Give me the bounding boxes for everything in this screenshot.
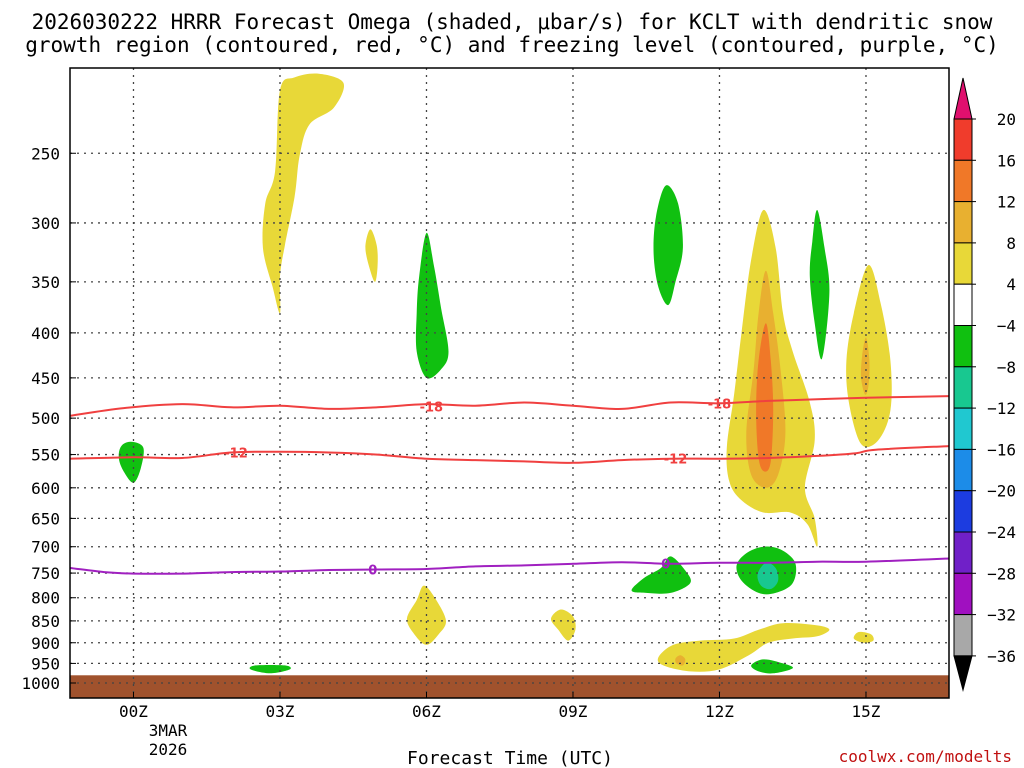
plot-frame [69, 67, 950, 699]
omega-upper-plume [262, 73, 345, 314]
omega-shading-layer [70, 73, 949, 698]
y-tick-label: 300 [31, 214, 60, 233]
omega-core-12to16 [756, 323, 774, 472]
y-tick-label: 250 [31, 144, 60, 163]
y-tick-label: 900 [31, 634, 60, 653]
source-credit: coolwx.com/modelts [839, 747, 1012, 766]
colorbar-label: −32 [987, 606, 1016, 625]
omega-yellow-12z-low [657, 623, 830, 672]
colorbar-swatch [953, 201, 973, 244]
colorbar-label: −28 [987, 564, 1016, 583]
colorbar-swatch [953, 614, 973, 657]
omega-core-11z [675, 655, 686, 666]
colorbar-swatch [953, 366, 973, 409]
colorbar-top-arrow [953, 77, 973, 120]
colorbar-label: −36 [987, 647, 1016, 666]
dendritic-contour-1-line [69, 445, 950, 464]
dendritic-contour-0-label: -18 [420, 401, 444, 416]
colorbar-swatch [953, 159, 973, 203]
y-tick-label: 500 [31, 409, 60, 428]
dendritic-contour-1-label: -12 [664, 453, 688, 468]
y-tick-label: 400 [31, 324, 60, 343]
x-tick-label: 03Z [266, 702, 295, 721]
colorbar-bottom-arrow [953, 655, 973, 692]
omega-green-03z-low [249, 664, 291, 674]
omega-small-plume [365, 229, 378, 282]
colorbar-label: 20 [997, 110, 1016, 129]
omega-core-neg8to12 [757, 562, 779, 590]
y-tick-label: 800 [31, 589, 60, 608]
y-tick-label: 950 [31, 654, 60, 673]
gridlines [70, 68, 949, 698]
freezing-level-contour-line [69, 557, 950, 575]
x-axis-label: Forecast Time (UTC) [407, 748, 613, 768]
date-label-year: 2026 [149, 740, 188, 759]
colorbar-label: 12 [997, 193, 1016, 212]
colorbar-swatch [953, 242, 973, 285]
omega-yellow-15z-low [853, 631, 874, 643]
colorbar-label: −16 [987, 440, 1016, 459]
y-tick-label: 550 [31, 446, 60, 465]
dendritic-contour-0-label: -18 [708, 397, 732, 412]
omega-yellow-09z-low [550, 609, 576, 641]
x-tick-label: 15Z [852, 702, 881, 721]
omega-green-13z-sfc [751, 659, 793, 674]
freezing-level-contour-label: 0 [661, 557, 670, 572]
colorbar-label: 4 [1006, 275, 1016, 294]
colorbar-label: −24 [987, 523, 1016, 542]
y-tick-label: 350 [31, 273, 60, 292]
colorbar-swatch [953, 572, 973, 616]
omega-core-15z [860, 337, 870, 395]
colorbar-label: −4 [997, 317, 1016, 336]
y-tick-label: 600 [31, 479, 60, 498]
omega-green-11z [653, 185, 683, 306]
contour-layer: -18 -18 -12 -12 0 0 [69, 395, 950, 578]
colorbar-swatch [953, 448, 973, 492]
x-tick-label: 00Z [119, 702, 148, 721]
colorbar-label: 8 [1006, 234, 1016, 253]
y-tick-label: 850 [31, 612, 60, 631]
colorbar-swatch [953, 283, 973, 327]
freezing-level-contour-label: 0 [368, 563, 377, 578]
colorbar-swatch [953, 407, 973, 450]
ground-surface [70, 675, 949, 698]
time-axis: 00Z 03Z 06Z 09Z 12Z 15Z [119, 692, 881, 721]
omega-green-0630 [415, 232, 449, 379]
y-tick-label: 750 [31, 564, 60, 583]
colorbar-swatch [953, 490, 973, 533]
x-tick-label: 06Z [412, 702, 441, 721]
pressure-axis: 250 300 350 400 450 500 550 600 650 700 750 800 850 9… [21, 144, 76, 693]
colorbar-label: 16 [997, 151, 1016, 170]
chart-title-line2: growth region (contoured, red, °C) and f… [25, 33, 999, 57]
colorbar-label: −20 [987, 482, 1016, 501]
omega-green-11z-low [631, 556, 691, 594]
omega-colorbar: 20 16 12 8 4 −4 −8 −12 −16 −20 −24 −28 −32 −36 [953, 77, 1016, 692]
colorbar-swatch [953, 531, 973, 574]
x-tick-label: 09Z [559, 702, 588, 721]
x-tick-label: 12Z [705, 702, 734, 721]
colorbar-swatch [953, 118, 973, 161]
y-tick-label: 650 [31, 509, 60, 528]
dendritic-contour-0-line [69, 395, 950, 417]
colorbar-label: −12 [987, 399, 1016, 418]
y-tick-label: 1000 [21, 674, 60, 693]
date-label-day: 3MAR [149, 721, 188, 740]
chart-title-line1: 2026030222 HRRR Forecast Omega (shaded, … [32, 10, 993, 34]
dendritic-contour-1-label: -12 [224, 446, 248, 461]
y-tick-label: 700 [31, 538, 60, 557]
omega-green-14z [809, 209, 830, 360]
omega-green-00z [118, 441, 144, 483]
y-tick-label: 450 [31, 369, 60, 388]
colorbar-swatch [953, 325, 973, 368]
colorbar-label: −8 [997, 358, 1016, 377]
